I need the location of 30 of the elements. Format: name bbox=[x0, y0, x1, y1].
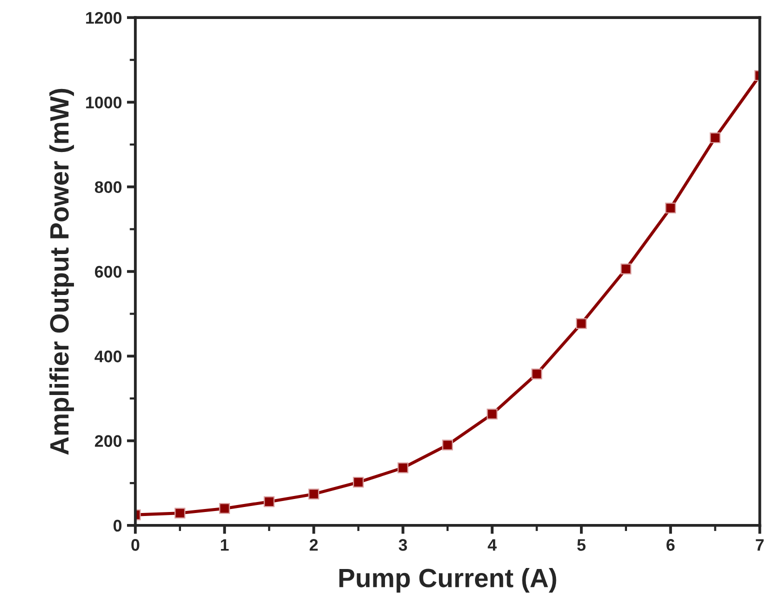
point bbox=[264, 496, 275, 508]
x-tick-label: 0 bbox=[131, 539, 140, 551]
x-tick-label: 4 bbox=[488, 539, 497, 551]
x-tick-label: 2 bbox=[310, 539, 318, 551]
x-tick-label: 1 bbox=[220, 539, 229, 551]
point bbox=[620, 264, 632, 274]
point bbox=[308, 488, 320, 500]
point bbox=[219, 503, 230, 514]
y-tick-label: 1200 bbox=[86, 12, 122, 24]
point bbox=[174, 508, 186, 519]
point bbox=[352, 476, 364, 488]
y-tick-label: 1000 bbox=[86, 96, 122, 108]
y-tick-label: 600 bbox=[94, 266, 122, 278]
point bbox=[576, 318, 587, 329]
point bbox=[665, 202, 676, 214]
y-tick-label: 800 bbox=[94, 181, 122, 194]
y-tick-label: 200 bbox=[94, 435, 122, 447]
x-tick-label: 3 bbox=[398, 539, 407, 551]
point bbox=[710, 132, 721, 144]
y-tick-label: 0 bbox=[114, 520, 122, 532]
x-tick-label: 5 bbox=[577, 539, 586, 551]
y-axis-title: Amplifier Output Power (mW) bbox=[49, 88, 74, 455]
point bbox=[531, 368, 542, 380]
point bbox=[486, 408, 498, 420]
y-tick-label: 400 bbox=[94, 350, 122, 362]
point bbox=[442, 440, 453, 450]
x-axis-title: Pump Current (A) bbox=[339, 568, 556, 593]
x-tick-label: 6 bbox=[666, 539, 675, 551]
x-tick-label: 7 bbox=[756, 539, 764, 551]
point bbox=[398, 462, 408, 474]
